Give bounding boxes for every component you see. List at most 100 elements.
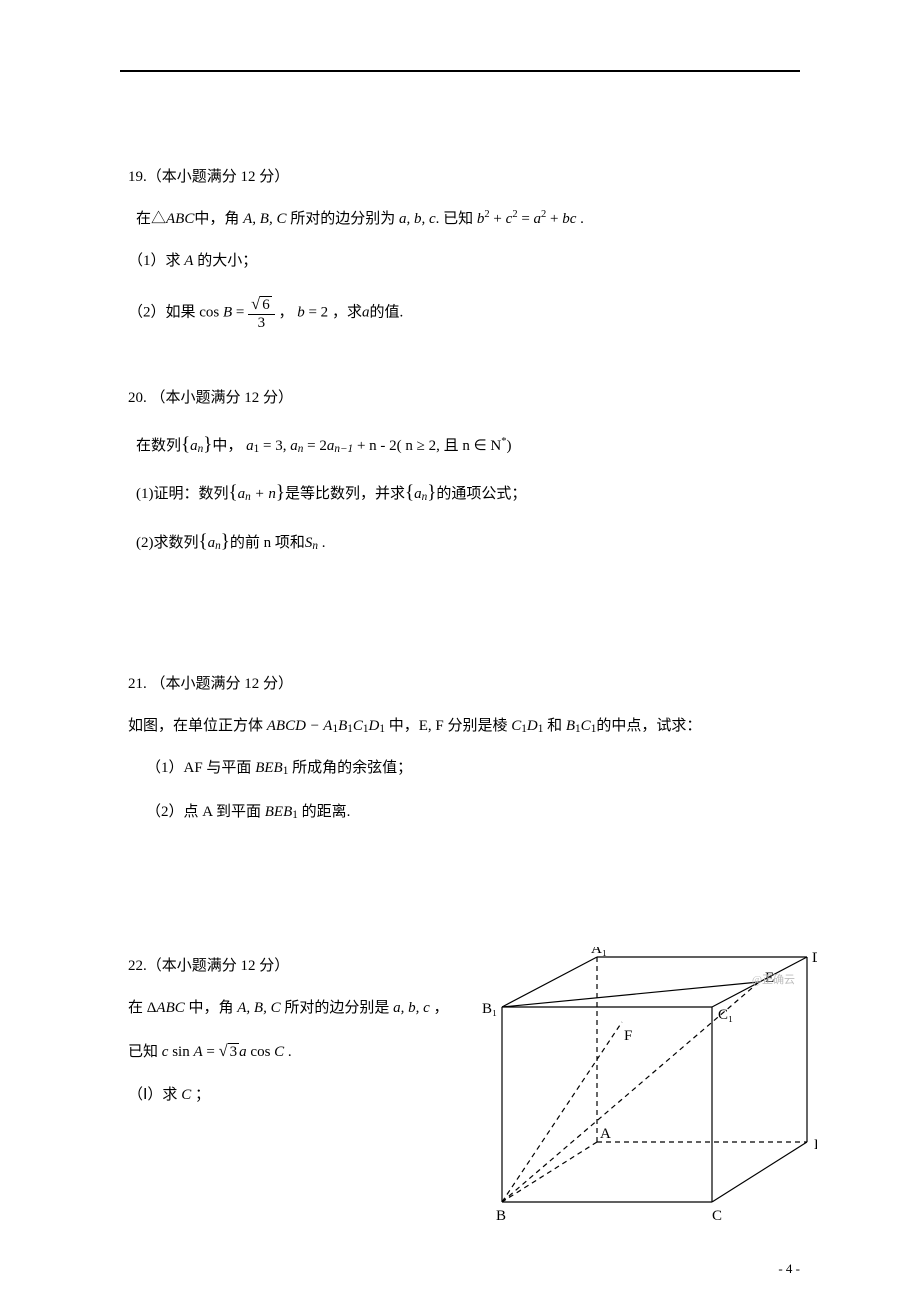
header-rule (120, 70, 800, 72)
text: ； (191, 1087, 210, 1103)
question-19: 19.（本小题满分 12 分） 在△ABC中，角 A, B, C 所对的边分别为… (128, 165, 800, 331)
sqrt-icon: 3 (219, 1038, 240, 1064)
svg-text:D: D (814, 1137, 817, 1153)
a: a (239, 1044, 247, 1060)
text: 的值. (369, 304, 403, 320)
D1: D (527, 718, 538, 734)
q21-part1: （1）AF 与平面 BEB1 所成角的余弦值； (146, 756, 800, 780)
period: . (576, 211, 584, 227)
text: 所成角的余弦值； (288, 760, 412, 776)
text: ，求 (332, 304, 362, 320)
B1: B (566, 718, 575, 734)
sides: a, b, c (393, 1000, 430, 1016)
q22-part1: （Ⅰ）求 C ； (128, 1083, 478, 1107)
text: （2）如果 cos (128, 304, 219, 320)
cos: cos (247, 1044, 275, 1060)
b: b (297, 304, 305, 320)
cube: ABCD − A (267, 718, 333, 734)
eq: = (518, 211, 534, 227)
q22-header: 22.（本小题满分 12 分） (128, 954, 478, 978)
text: 的距离. (298, 804, 351, 820)
text: 所对的边分别为 (286, 211, 399, 227)
angles: A, B, C (243, 211, 286, 227)
text: （2）点 A 到平面 (146, 804, 265, 820)
an: a (190, 438, 198, 454)
svg-text:D₁: D₁ (812, 950, 817, 966)
svg-text:A₁: A₁ (591, 947, 607, 957)
rad: 3 (228, 1043, 240, 1060)
BEB: BEB (255, 760, 283, 776)
fraction: 6 3 (248, 295, 275, 331)
text: 在数列 (136, 438, 181, 454)
q19-stem: 在△ABC中，角 A, B, C 所对的边分别为 a, b, c. 已知 b2 … (136, 207, 800, 231)
tail: . (318, 535, 326, 551)
text: 如图，在单位正方体 (128, 718, 267, 734)
svg-text:F: F (624, 1028, 632, 1044)
sides: a, b, c (399, 211, 436, 227)
C1b: C (581, 718, 591, 734)
text: 的大小； (193, 253, 257, 269)
cube-svg: A₁D₁B₁C₁EFADBC (482, 947, 817, 1227)
svg-text:B₁: B₁ (482, 1001, 497, 1017)
text: (1)证明：数列 (136, 486, 229, 502)
tail: + n - 2( n ≥ 2, 且 n ∈ N (353, 438, 501, 454)
C: C (181, 1087, 191, 1103)
eq: = 2 (303, 438, 326, 454)
sqrt-icon: 6 (251, 295, 272, 314)
D: D (369, 718, 380, 734)
q22-stem: 在 ΔABC 中，角 A, B, C 所对的边分别是 a, b, c ， (128, 996, 478, 1020)
text: 中，角 (185, 1000, 238, 1016)
and: 和 (543, 718, 566, 734)
text: 中，E, F 分别是棱 (385, 718, 511, 734)
an2: a (414, 486, 422, 502)
text: . 已知 (436, 211, 474, 227)
q19-part2: （2）如果 cos B = 6 3 ， b = 2 ，求a的值. (128, 295, 800, 331)
numerator: 6 (248, 295, 275, 315)
eq: = (203, 1044, 219, 1060)
an: a (290, 438, 298, 454)
q21-part2: （2）点 A 到平面 BEB1 的距离. (146, 800, 800, 824)
BEB: BEB (265, 804, 293, 820)
plus: + (546, 211, 562, 227)
text: 在△ (136, 211, 166, 227)
question-20: 20. （本小题满分 12 分） 在数列{an}中， a1 = 3, an = … (128, 386, 800, 557)
a: a (534, 211, 542, 227)
sin: sin (168, 1044, 193, 1060)
text: (2)求数列 (136, 535, 199, 551)
q22-line2: 已知 c sin A = 3a cos C . (128, 1038, 478, 1064)
denominator: 3 (248, 315, 275, 332)
tail: . (284, 1044, 292, 1060)
text: （1）求 (128, 253, 184, 269)
text: 中，角 (194, 211, 243, 227)
q21-stem: 如图，在单位正方体 ABCD − A1B1C1D1 中，E, F 分别是棱 C1… (128, 714, 800, 738)
a1: a (246, 438, 254, 454)
eq: = 3, (259, 438, 290, 454)
text: （Ⅰ）求 (128, 1087, 181, 1103)
q20-header: 20. （本小题满分 12 分） (128, 386, 800, 410)
q20-part1: (1)证明：数列{an + n}是等比数列，并求{an}的通项公式； (136, 478, 800, 508)
text: 的通项公式； (436, 486, 526, 502)
text: 已知 (128, 1044, 162, 1060)
question-22: 22.（本小题满分 12 分） 在 ΔABC 中，角 A, B, C 所对的边分… (128, 954, 478, 1106)
sub: n−1 (334, 443, 353, 455)
text: 是等比数列，并求 (285, 486, 405, 502)
C: C (274, 1044, 284, 1060)
page: 19.（本小题满分 12 分） 在△ABC中，角 A, B, C 所对的边分别为… (0, 0, 920, 1302)
watermark-text: @正确云 (752, 971, 795, 987)
abc: ABC (166, 211, 194, 227)
text: 在 Δ (128, 1000, 156, 1016)
q19-header: 19.（本小题满分 12 分） (128, 165, 800, 189)
B: B (338, 718, 347, 734)
text: 所对的边分别是 (281, 1000, 394, 1016)
text: 的中点，试求： (596, 718, 701, 734)
C: C (353, 718, 363, 734)
plus: + n (251, 486, 276, 502)
letters: A, B, C (237, 1000, 280, 1016)
text: 中， (212, 438, 246, 454)
an: a (208, 535, 216, 551)
q20-line1: 在数列{an}中， a1 = 3, an = 2an−1 + n - 2( n … (136, 430, 800, 460)
an: a (238, 486, 246, 502)
text: （1）AF 与平面 (146, 760, 255, 776)
cube-figure: A₁D₁B₁C₁EFADBC @正确云 (482, 947, 817, 1227)
page-number: - 4 - (778, 1261, 800, 1277)
